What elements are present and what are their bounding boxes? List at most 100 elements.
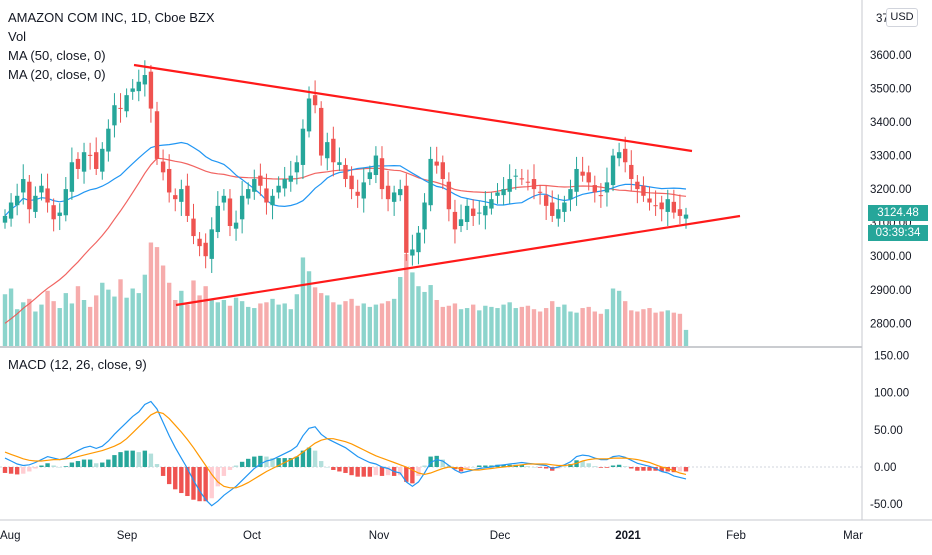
candle-body xyxy=(422,202,427,230)
candle-body xyxy=(556,209,561,219)
volume-bar xyxy=(385,301,391,346)
candle-body xyxy=(209,229,214,259)
macd-histogram-bar xyxy=(51,465,56,467)
macd-histogram-bar xyxy=(623,466,628,467)
candle-body xyxy=(45,188,50,203)
volume-bar xyxy=(106,289,111,346)
volume-bar xyxy=(2,294,8,346)
candle-body xyxy=(537,191,543,193)
price-axis-label: 3500.00 xyxy=(870,83,912,95)
macd-histogram-bar xyxy=(130,450,135,467)
volume-bar xyxy=(610,288,616,346)
macd-histogram-bar xyxy=(94,463,99,467)
macd-histogram-bar xyxy=(288,458,293,467)
volume-bar xyxy=(325,295,330,346)
currency-badge[interactable]: USD xyxy=(886,8,918,27)
candle-body xyxy=(87,154,93,156)
macd-histogram-bar xyxy=(410,467,415,484)
candle-body xyxy=(239,195,245,220)
macd-histogram-bar xyxy=(470,467,476,468)
macd-histogram-bar xyxy=(258,455,263,467)
trendlines[interactable] xyxy=(133,63,741,307)
candle-body xyxy=(106,128,111,152)
volume-bar xyxy=(507,302,512,346)
macd-histogram-bar xyxy=(63,466,68,467)
candle-body xyxy=(373,155,379,176)
time-axis-label: Nov xyxy=(369,530,390,542)
macd-histogram-bar xyxy=(665,467,670,472)
macd-histogram-bar xyxy=(215,467,221,487)
macd-histogram-bar xyxy=(270,458,275,467)
volume-bar xyxy=(355,305,360,346)
macd-histogram-bar xyxy=(379,467,385,476)
resistance-trendline xyxy=(133,63,693,153)
candle-body xyxy=(349,175,354,190)
ma50-legend[interactable]: MA (50, close, 0) xyxy=(8,48,106,63)
candle-body xyxy=(185,185,190,216)
candle-body xyxy=(197,238,202,247)
macd-histogram-bar xyxy=(118,452,123,467)
macd-histogram-bar xyxy=(483,465,488,467)
candle-body xyxy=(27,181,32,210)
candle-body xyxy=(562,202,567,212)
macd-histogram-bar xyxy=(434,455,439,467)
price-axis[interactable]: 3700.003600.003500.003400.003300.003200.… xyxy=(870,13,918,511)
volume-bar xyxy=(556,306,561,346)
candle-body xyxy=(312,95,318,106)
candle-body xyxy=(470,208,476,216)
candle-body xyxy=(100,148,105,172)
candle-body xyxy=(160,161,166,173)
macd-histogram-bar xyxy=(239,461,245,467)
candle-body xyxy=(94,152,99,169)
volume-bar xyxy=(361,303,366,346)
symbol-title[interactable]: AMAZON COM INC, 1D, Cboe BZX xyxy=(8,10,215,25)
time-axis[interactable]: Aug Sep Oct Nov Dec 2021 Feb Mar xyxy=(0,530,863,542)
macd-legend[interactable]: MACD (12, 26, close, 9) xyxy=(8,357,147,372)
volume-bar xyxy=(434,300,439,346)
macd-histogram-bar xyxy=(166,467,172,485)
volume-bar xyxy=(580,308,585,346)
macd-histogram-bar xyxy=(179,467,184,494)
candle-body xyxy=(653,205,658,207)
candle-body xyxy=(355,191,360,196)
macd-histogram-bar xyxy=(416,467,421,476)
macd-histogram-bar xyxy=(398,467,403,476)
candle-body xyxy=(166,168,172,193)
volume-bar xyxy=(379,303,385,346)
volume-bar xyxy=(635,311,640,346)
price-axis-label: 3300.00 xyxy=(870,151,912,163)
volume-bar xyxy=(87,306,93,346)
ma20-legend[interactable]: MA (20, close, 0) xyxy=(8,67,106,82)
volume-bar xyxy=(543,308,549,346)
macd-histogram-bar xyxy=(531,467,537,468)
candle-body xyxy=(75,158,81,169)
volume-bar xyxy=(531,309,537,346)
time-axis-label: Aug xyxy=(0,530,20,542)
macd-histogram-bar xyxy=(69,462,75,467)
volume-bar xyxy=(142,274,148,346)
volume-legend[interactable]: Vol xyxy=(8,29,27,44)
macd-histogram-bar xyxy=(598,467,604,468)
volume-bar xyxy=(185,304,190,346)
macd-histogram-bar xyxy=(683,467,689,472)
volume-bar xyxy=(604,309,610,346)
macd-histogram-bar xyxy=(185,467,190,497)
candle-body xyxy=(81,152,87,172)
volume-bar xyxy=(422,291,427,346)
candle-body xyxy=(659,202,664,210)
candle-body xyxy=(477,212,482,214)
volume-bar xyxy=(568,311,573,346)
countdown-tag: 03:39:34 xyxy=(868,225,928,241)
macd-line xyxy=(4,400,687,507)
macd-histogram-bar xyxy=(276,458,281,467)
volume-bar xyxy=(300,257,306,346)
macd-histogram-bar xyxy=(14,467,20,475)
volume-bar xyxy=(525,305,531,346)
macd-histogram-bar xyxy=(404,467,409,482)
time-axis-label: Mar xyxy=(843,530,863,542)
macd-histogram-bar xyxy=(294,456,300,467)
macd-histogram-bar xyxy=(543,467,549,469)
macd-histogram-bar xyxy=(197,467,202,502)
macd-histogram-bar xyxy=(209,467,214,499)
candle-body xyxy=(318,107,324,156)
